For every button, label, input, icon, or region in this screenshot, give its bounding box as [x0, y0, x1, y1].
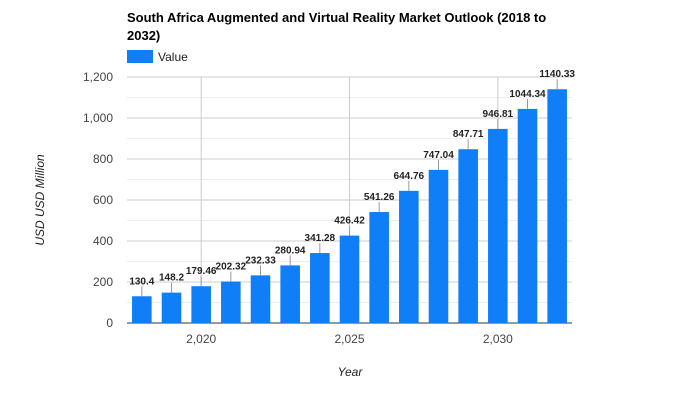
bar [132, 296, 152, 323]
data-label: 946.81 [483, 109, 514, 120]
bars [132, 89, 567, 323]
bar [280, 265, 300, 323]
y-tick-label: 400 [93, 234, 113, 248]
bar [310, 253, 330, 323]
y-tick-label: 800 [93, 152, 113, 166]
data-label: 1044.34 [509, 89, 546, 100]
y-tick-label: 1,200 [83, 70, 113, 84]
data-label: 280.94 [275, 245, 306, 256]
data-label: 341.28 [305, 233, 336, 244]
x-tick-label: 2,020 [186, 332, 216, 346]
data-label: 847.71 [453, 129, 484, 140]
y-axis-title: USD USD Million [33, 154, 47, 246]
bar [161, 292, 182, 323]
x-tick-label: 2,025 [334, 332, 364, 346]
legend-swatch [127, 50, 153, 63]
data-label: 747.04 [423, 150, 454, 161]
data-label: 1140.33 [539, 69, 575, 80]
x-tick-label: 2,030 [483, 332, 513, 346]
y-tick-label: 200 [93, 275, 113, 289]
bar [221, 281, 241, 323]
bar [547, 89, 567, 323]
data-label: 644.76 [394, 171, 425, 182]
bar [517, 108, 538, 323]
data-label: 202.32 [216, 262, 247, 273]
data-label: 179.46 [186, 266, 217, 277]
y-tick-label: 0 [106, 316, 113, 330]
bar [339, 235, 360, 323]
bar [250, 275, 271, 323]
bar [191, 286, 211, 323]
bar [458, 149, 478, 323]
data-label: 426.42 [334, 216, 365, 227]
data-label: 130.4 [129, 276, 154, 287]
data-label: 148.2 [159, 273, 184, 284]
data-label: 541.26 [364, 192, 395, 203]
chart-title-line-1: South Africa Augmented and Virtual Reali… [127, 10, 546, 25]
y-tick-label: 1,000 [83, 111, 113, 125]
bar [428, 169, 449, 323]
bar [488, 128, 508, 323]
ticks: 0 200 400 600 800 1,000 1,200 2,020 2,025 2,030 [83, 70, 513, 346]
bar [399, 190, 419, 323]
bar [369, 212, 389, 323]
y-tick-label: 600 [93, 193, 113, 207]
chart-title-line-2: 2032) [127, 28, 160, 43]
data-label: 232.33 [245, 255, 276, 266]
x-axis-title: Year [338, 365, 364, 379]
legend-label: Value [158, 50, 188, 64]
